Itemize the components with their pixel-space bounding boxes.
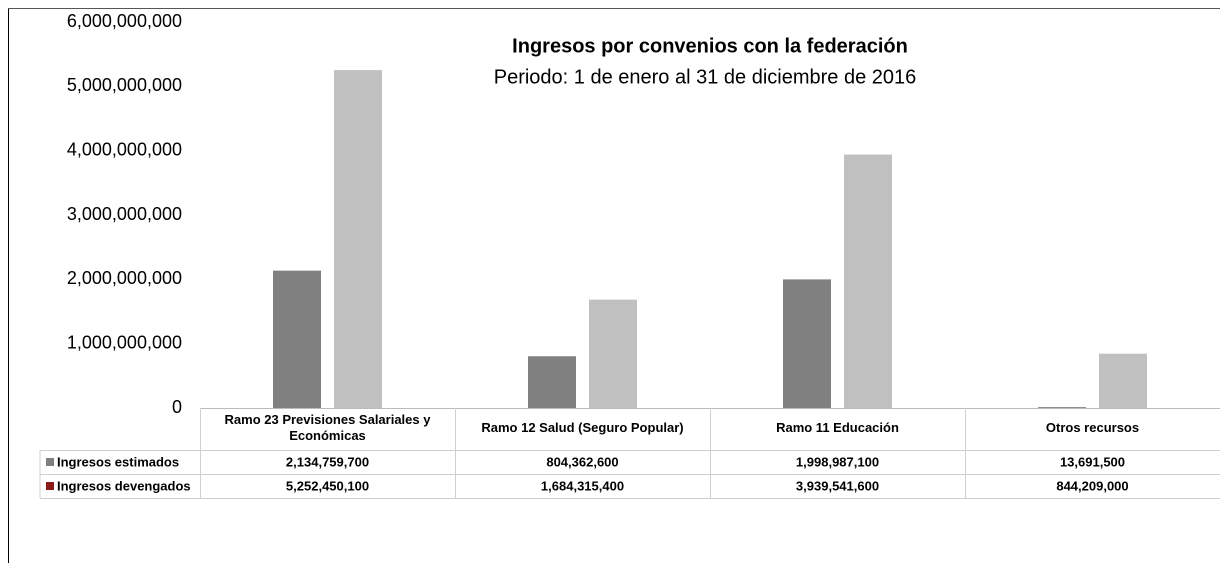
bar [589, 299, 637, 408]
x-tick-label: Otros recursos [1046, 420, 1139, 435]
bar [334, 70, 382, 408]
y-tick-label: 5,000,000,000 [67, 75, 182, 95]
data-label: 13,691,500 [1060, 454, 1125, 469]
y-tick-label: 0 [172, 397, 182, 417]
chart-subtitle: Periodo: 1 de enero al 31 de diciembre d… [494, 66, 917, 88]
data-label: 804,362,600 [546, 454, 618, 469]
y-tick-label: 3,000,000,000 [67, 204, 182, 224]
data-label: 2,134,759,700 [286, 454, 369, 469]
legend-key [46, 482, 54, 490]
bar [844, 154, 892, 408]
bar [1038, 407, 1086, 408]
legend-key [46, 458, 54, 466]
y-tick-label: 4,000,000,000 [67, 139, 182, 159]
data-label: 1,998,987,100 [796, 454, 879, 469]
x-tick-label: Ramo 12 Salud (Seguro Popular) [481, 420, 683, 435]
bar [528, 356, 576, 408]
data-label: 5,252,450,100 [286, 478, 369, 493]
legend-label: Ingresos devengados [57, 478, 191, 493]
bar [1099, 353, 1147, 408]
bar [273, 270, 321, 408]
data-label: 3,939,541,600 [796, 478, 879, 493]
data-label: 844,209,000 [1056, 478, 1128, 493]
x-tick-label: Ramo 11 Educación [776, 420, 899, 435]
y-tick-label: 6,000,000,000 [67, 11, 182, 31]
legend-label: Ingresos estimados [57, 454, 179, 469]
chart-title: Ingresos por convenios con la federación [512, 35, 908, 57]
data-label: 1,684,315,400 [541, 478, 624, 493]
x-tick-label: Ramo 23 Previsiones Salariales y Económic… [225, 412, 432, 443]
y-tick-label: 2,000,000,000 [67, 268, 182, 288]
y-tick-label: 1,000,000,000 [67, 332, 182, 352]
bar [783, 279, 831, 408]
